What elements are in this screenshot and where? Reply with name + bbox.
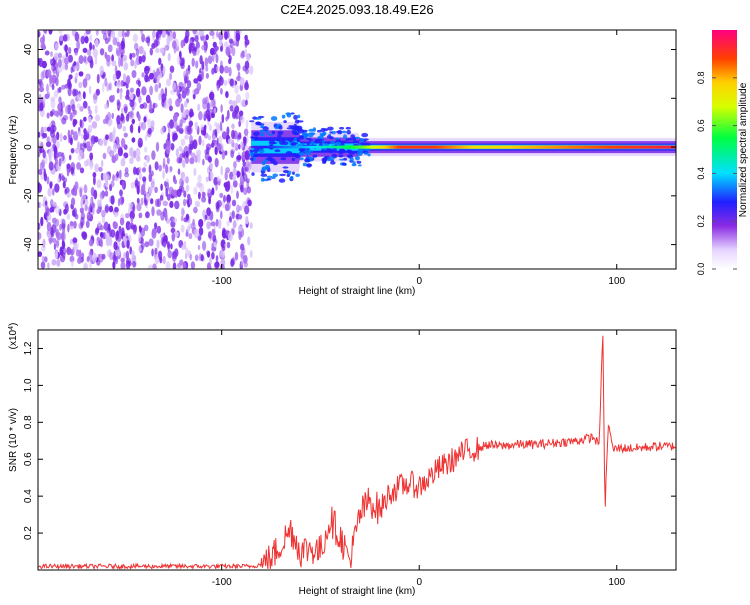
spectrogram-frame [37,29,677,270]
colorbar-gradient [712,30,737,269]
snr-series-line [38,335,676,570]
snr-frame [37,329,677,571]
snr-y-multiplier: (x104) [8,323,20,350]
colorbar: 0.0 0.2 0.4 0.6 0.8 Normalized spectral ampl… [696,30,749,275]
tick-label: 0.6 [23,452,34,466]
tick-label: -40 [23,237,34,252]
tick-label: 0 [416,276,422,287]
tick-label: 100 [608,276,625,287]
colorbar-label: Normalized spectral amplitude [738,82,749,217]
tick-label: 1.2 [23,341,34,355]
tick-label: 0 [416,577,422,588]
spectrogram-heatmap [38,30,676,269]
tick-label: 20 [23,92,34,104]
spectrogram-panel: -100 0 100 -40 -20 0 20 40 Height of straight … [8,29,677,297]
tick-label: 0.2 [696,215,706,228]
snr-panel: -100 0 100 0.2 0.4 0.6 0.8 1.0 1.2 Height of st… [8,323,677,597]
spectrogram-y-axis-label: Frequency (Hz) [8,116,19,185]
tick-label: 0.0 [696,263,706,276]
snr-x-axis-label: Height of straight line (km) [299,586,416,597]
tick-label: 1.0 [23,378,34,392]
snr-y-ticks: 0.2 0.4 0.6 0.8 1.0 1.2 [23,341,676,540]
tick-label: 0.6 [696,119,706,132]
tick-label: 100 [608,577,625,588]
tick-label: 0.8 [696,72,706,85]
spectrogram-x-axis-label: Height of straight line (km) [299,286,416,297]
tick-label: 0.2 [23,526,34,540]
snr-y-axis-label: SNR (10 * v/v) [8,408,19,472]
spectrogram-x-ticks: -100 0 100 [212,30,626,287]
tick-label: -100 [212,577,232,588]
tick-label: 0.8 [23,415,34,429]
snr-x-ticks: -100 0 100 [212,330,626,588]
tick-label: 40 [23,44,34,56]
colorbar-ticks: 0.0 0.2 0.4 0.6 0.8 [696,72,737,276]
tick-label: 0.4 [23,489,34,503]
snr-plot-area [38,335,676,570]
tick-label: 0 [23,144,34,150]
figure-title: C2E4.2025.093.18.49.E26 [280,2,433,17]
tick-label: 0.4 [696,167,706,180]
tick-label: -100 [212,276,232,287]
tick-label: -20 [23,188,34,203]
spectrogram-y-ticks: -40 -20 0 20 40 [23,44,676,252]
